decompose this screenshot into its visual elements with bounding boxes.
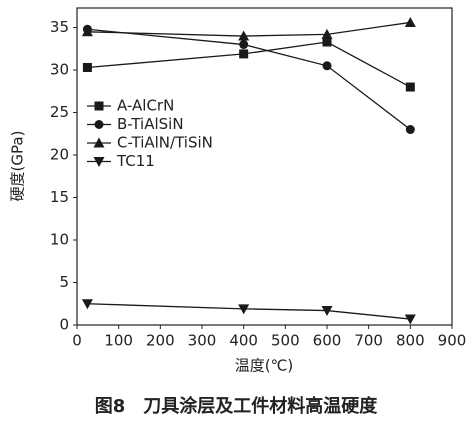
legend-label: C-TiAlN/TiSiN — [117, 134, 213, 152]
legend-label: A-AlCrN — [117, 97, 174, 115]
data-point — [321, 28, 333, 39]
x-tick-label: 300 — [188, 332, 217, 350]
y-tick-label: 30 — [50, 61, 69, 79]
x-tick-label: 600 — [313, 332, 342, 350]
series-line — [87, 303, 411, 320]
y-axis-label: 硬度(GPa) — [9, 131, 27, 202]
y-tick-label: 25 — [50, 103, 69, 121]
series-line — [87, 21, 411, 37]
data-point — [239, 40, 249, 50]
data-point — [239, 49, 249, 59]
series-line — [87, 28, 411, 131]
y-tick-label: 5 — [59, 273, 69, 291]
x-axis-label: 温度(℃) — [235, 357, 294, 375]
data-point — [322, 37, 332, 47]
data-point — [81, 26, 93, 37]
data-point — [322, 61, 332, 71]
plot-frame — [76, 7, 453, 326]
data-point — [238, 30, 250, 41]
series-line — [87, 41, 411, 88]
legend-label: TC11 — [116, 152, 155, 170]
y-tick-label: 15 — [50, 188, 69, 206]
y-tick-label: 10 — [50, 231, 69, 249]
data-point — [321, 306, 333, 317]
y-tick-label: 20 — [50, 146, 69, 164]
legend-marker — [93, 137, 105, 148]
legend-marker — [94, 120, 104, 129]
x-tick-label: 200 — [146, 332, 175, 350]
x-tick-label: 0 — [72, 332, 82, 350]
legend-label: B-TiAlSiN — [117, 115, 184, 133]
data-point — [404, 16, 416, 27]
data-point — [405, 125, 415, 135]
y-tick-label: 0 — [59, 316, 69, 334]
chart-title: 图8 刀具涂层及工件材料高温硬度 — [95, 395, 379, 417]
x-tick-label: 900 — [438, 332, 467, 350]
data-point — [405, 82, 415, 92]
data-point — [404, 314, 416, 325]
x-tick-label: 500 — [271, 332, 300, 350]
legend-marker — [94, 101, 104, 111]
data-point — [82, 62, 92, 72]
x-tick-label: 700 — [354, 332, 383, 350]
legend-marker — [93, 157, 105, 167]
x-tick-label: 100 — [104, 332, 133, 350]
data-point — [81, 299, 93, 310]
data-point — [238, 304, 250, 315]
y-tick-label: 35 — [50, 18, 69, 36]
x-tick-label: 400 — [229, 332, 258, 350]
x-tick-label: 800 — [396, 332, 425, 350]
